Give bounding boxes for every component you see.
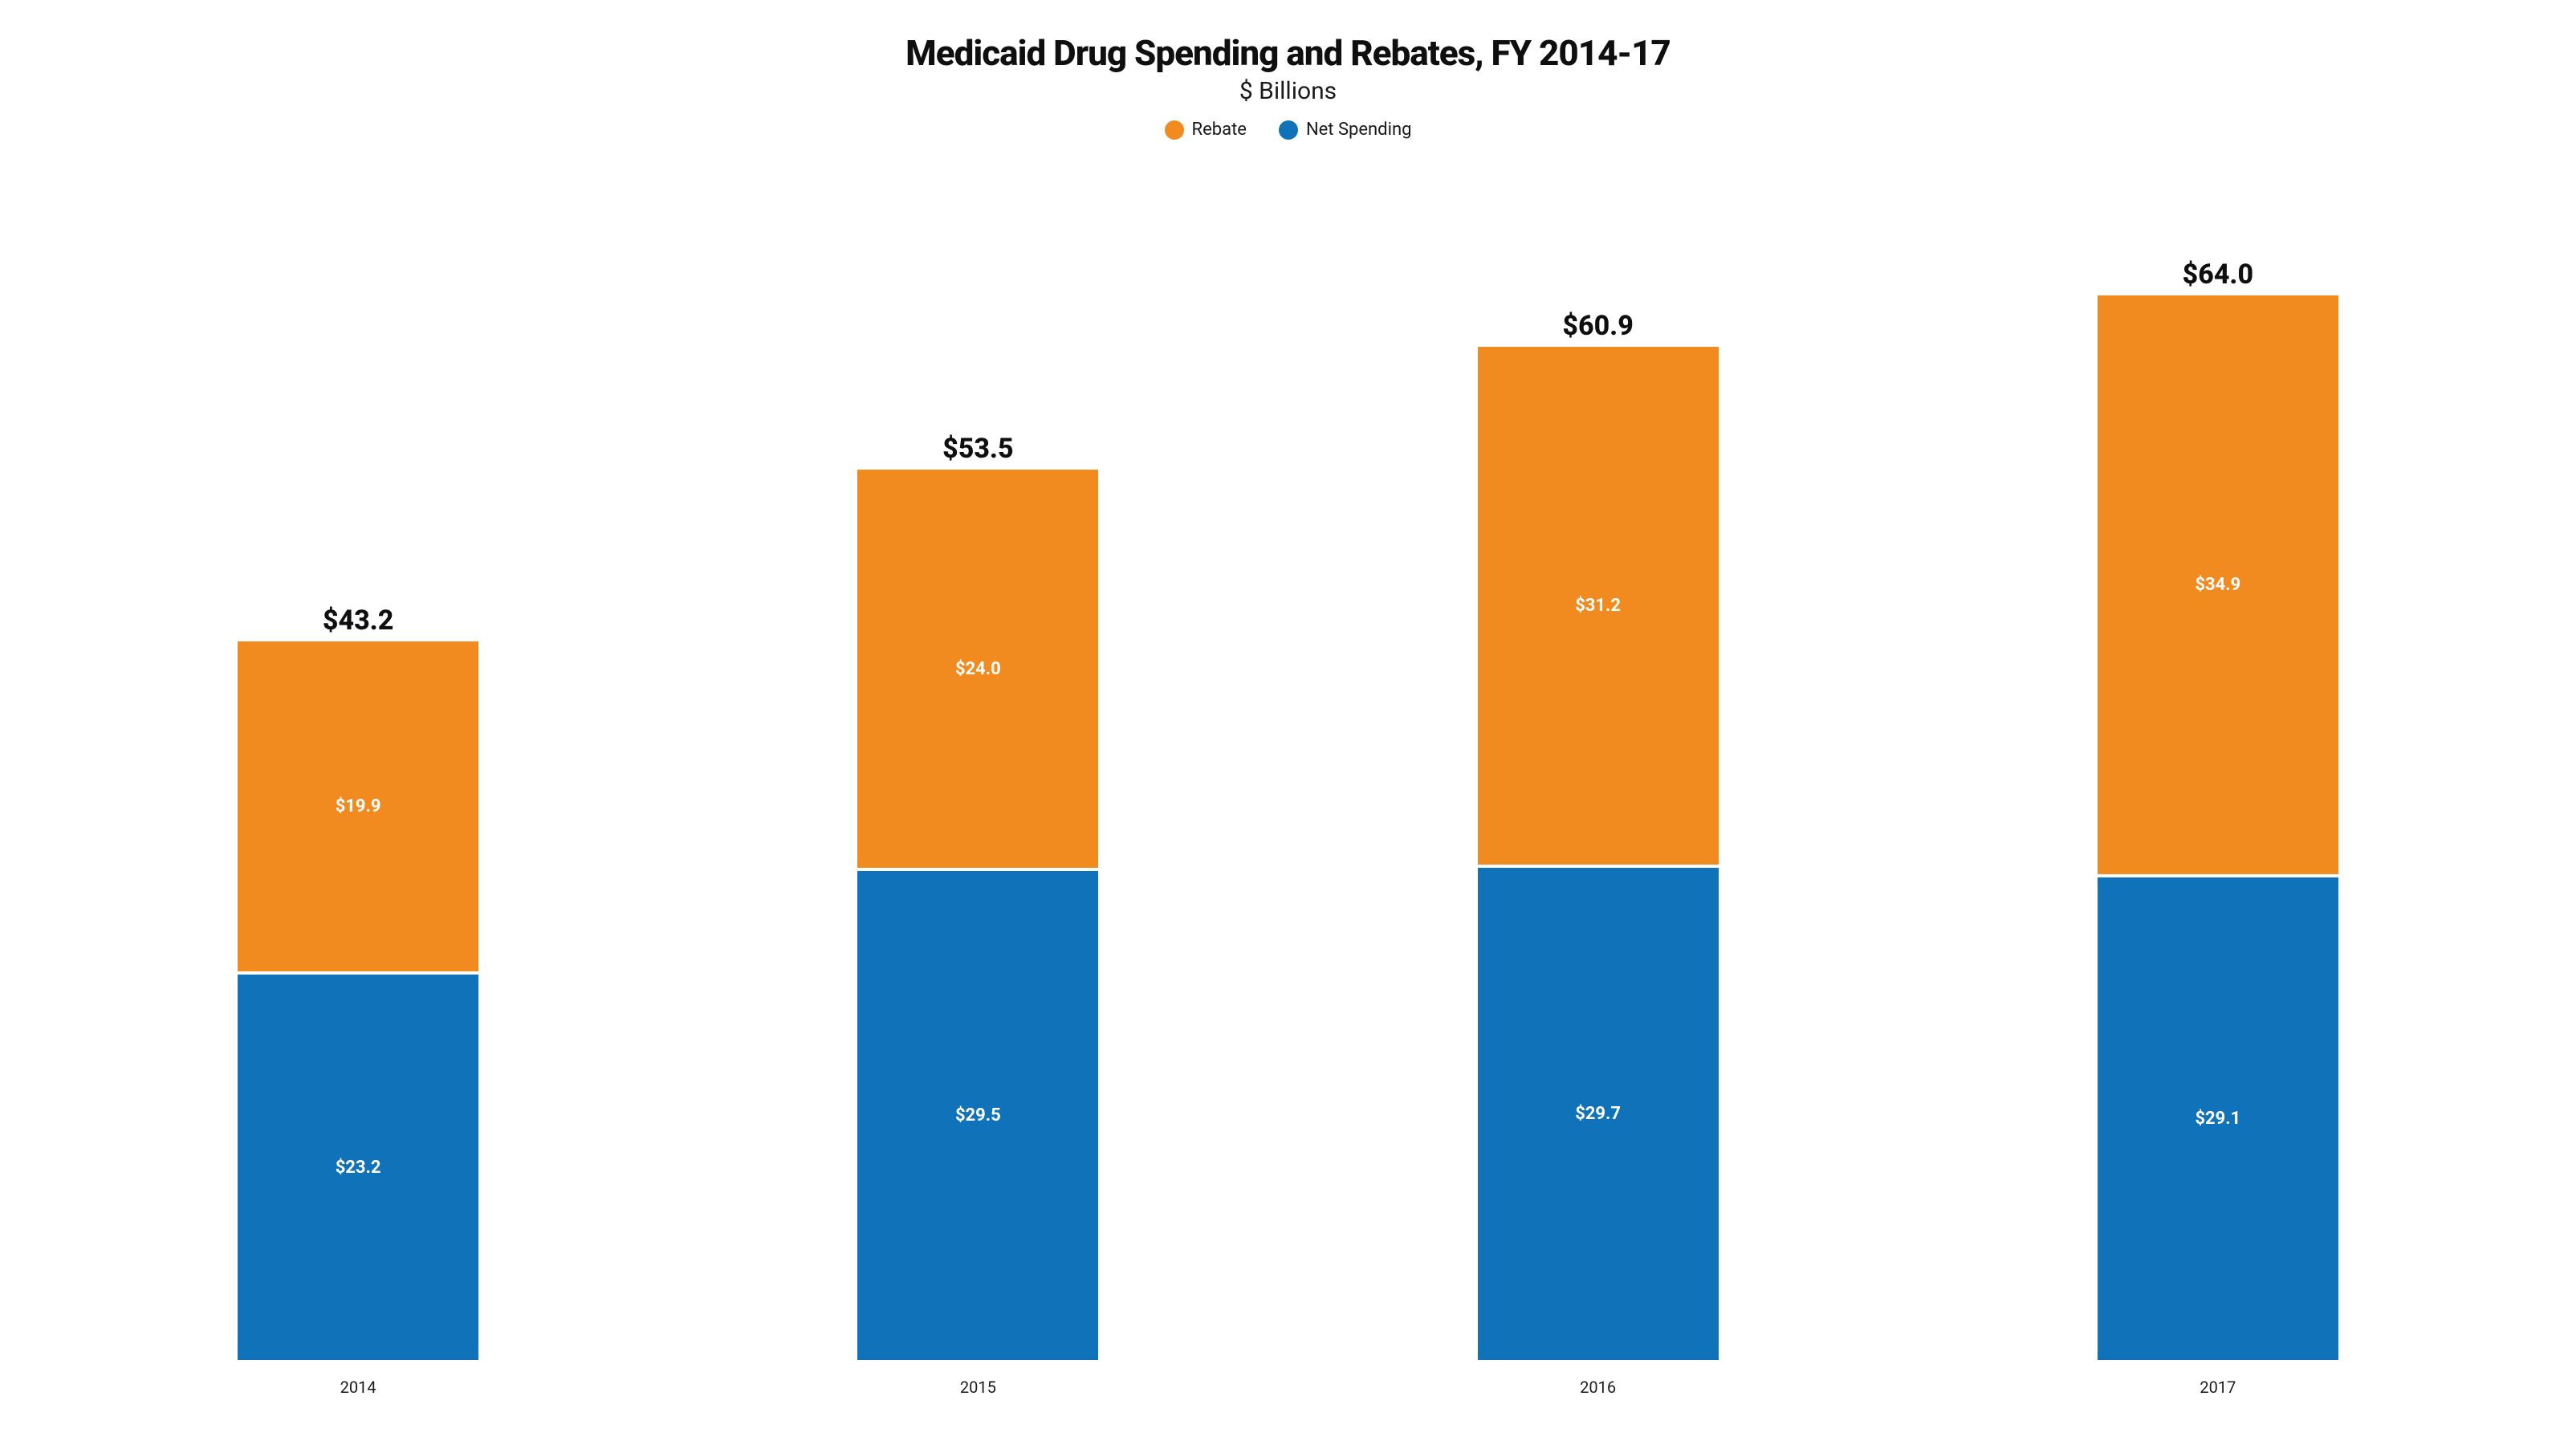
bar-segment-rebate: $19.9 <box>238 641 478 975</box>
x-axis-label: 2016 <box>1580 1378 1616 1397</box>
bar-stack: $23.2$19.9 <box>238 641 478 1360</box>
chart-title: Medicaid Drug Spending and Rebates, FY 2… <box>905 32 1671 74</box>
bar-segment-net: $29.7 <box>1478 868 1719 1360</box>
bars-area: $43.2 $23.2$19.9 2014 $53.5 $29.5$24.0 2015 $6… <box>64 162 2512 1397</box>
bar-slot: $60.9 $29.7$31.2 2016 <box>1478 162 1719 1397</box>
bar-segment-net: $23.2 <box>238 975 478 1360</box>
legend-item-rebate: Rebate <box>1165 120 1247 140</box>
stacked-bar-chart: Medicaid Drug Spending and Rebates, FY 2… <box>0 0 2576 1445</box>
bar-segment-net: $29.5 <box>857 871 1098 1360</box>
bar-segment-rebate: $34.9 <box>2098 295 2338 877</box>
x-axis-label: 2015 <box>960 1378 996 1397</box>
legend-label-net: Net Spending <box>1306 120 1412 140</box>
legend-swatch-net <box>1279 120 1298 140</box>
bar-segment-rebate: $31.2 <box>1478 347 1719 867</box>
bar-total-label: $60.9 <box>1562 310 1634 342</box>
bar-segment-rebate: $24.0 <box>857 470 1098 871</box>
bar-slot: $43.2 $23.2$19.9 2014 <box>238 162 478 1397</box>
bar-column: $64.0 $29.1$34.9 <box>2098 162 2338 1360</box>
bar-slot: $64.0 $29.1$34.9 2017 <box>2098 162 2338 1397</box>
legend-item-net: Net Spending <box>1279 120 1412 140</box>
x-axis-label: 2017 <box>2200 1378 2236 1397</box>
bar-segment-net: $29.1 <box>2098 877 2338 1360</box>
bar-stack: $29.7$31.2 <box>1478 347 1719 1360</box>
x-axis-label: 2014 <box>340 1378 376 1397</box>
bar-column: $60.9 $29.7$31.2 <box>1478 162 1719 1360</box>
bar-column: $43.2 $23.2$19.9 <box>238 162 478 1360</box>
legend-label-rebate: Rebate <box>1192 120 1247 140</box>
legend: Rebate Net Spending <box>1165 120 1412 140</box>
bar-stack: $29.5$24.0 <box>857 470 1098 1360</box>
bar-slot: $53.5 $29.5$24.0 2015 <box>857 162 1098 1397</box>
legend-swatch-rebate <box>1165 120 1184 140</box>
bar-stack: $29.1$34.9 <box>2098 295 2338 1360</box>
bar-total-label: $53.5 <box>942 433 1014 465</box>
bar-total-label: $43.2 <box>323 604 394 637</box>
bar-column: $53.5 $29.5$24.0 <box>857 162 1098 1360</box>
bar-total-label: $64.0 <box>2183 258 2254 291</box>
chart-subtitle: $ Billions <box>1239 77 1337 105</box>
